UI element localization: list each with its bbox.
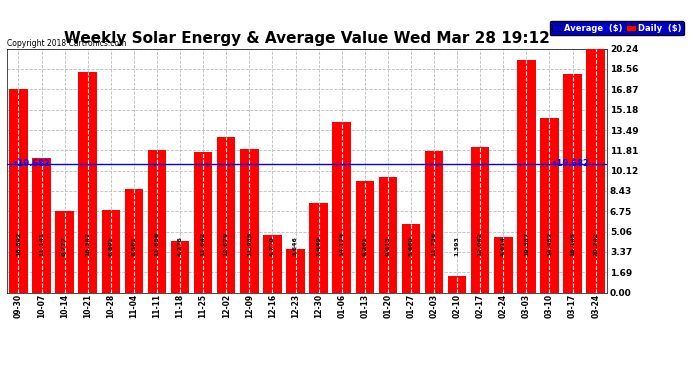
Text: 18.347: 18.347 — [85, 232, 90, 256]
Bar — [286, 249, 305, 292]
Bar — [448, 276, 466, 292]
Text: 11.736: 11.736 — [431, 232, 437, 256]
Text: 11.141: 11.141 — [39, 232, 44, 256]
Bar — [101, 210, 120, 292]
Bar — [263, 235, 282, 292]
Bar — [355, 181, 374, 292]
Text: 6.891: 6.891 — [108, 236, 113, 256]
Bar — [518, 60, 535, 292]
Text: 7.449: 7.449 — [316, 236, 321, 256]
Bar — [402, 224, 420, 292]
Text: 9.613: 9.613 — [385, 236, 391, 256]
Text: •10.682: •10.682 — [13, 159, 51, 168]
Text: 12.879: 12.879 — [224, 232, 229, 256]
Bar — [494, 237, 513, 292]
Text: 16.892: 16.892 — [16, 232, 21, 256]
Bar — [563, 74, 582, 292]
Text: 4.614: 4.614 — [501, 236, 506, 256]
Bar — [125, 189, 143, 292]
Text: 1.393: 1.393 — [455, 236, 460, 256]
Bar — [148, 150, 166, 292]
Text: 11.642: 11.642 — [201, 232, 206, 256]
Text: 4.770: 4.770 — [270, 236, 275, 256]
Text: 11.858: 11.858 — [155, 232, 159, 256]
Text: •10.682: •10.682 — [551, 159, 589, 168]
Bar — [309, 203, 328, 292]
Text: 20.242: 20.242 — [593, 232, 598, 256]
Text: 19.337: 19.337 — [524, 232, 529, 256]
Text: 11.938: 11.938 — [247, 232, 252, 256]
Bar — [32, 158, 51, 292]
Bar — [240, 149, 259, 292]
Text: 18.145: 18.145 — [570, 232, 575, 256]
Text: 14.174: 14.174 — [339, 232, 344, 256]
Text: 5.660: 5.660 — [408, 236, 413, 256]
Bar — [540, 118, 559, 292]
Bar — [194, 152, 213, 292]
Title: Weekly Solar Energy & Average Value Wed Mar 28 19:12: Weekly Solar Energy & Average Value Wed … — [64, 31, 550, 46]
Bar — [79, 72, 97, 292]
Bar — [379, 177, 397, 292]
Legend: Average  ($), Daily  ($): Average ($), Daily ($) — [549, 21, 684, 35]
Bar — [333, 122, 351, 292]
Text: 8.561: 8.561 — [131, 236, 137, 256]
Bar — [55, 211, 74, 292]
Bar — [217, 137, 235, 292]
Text: 9.261: 9.261 — [362, 236, 367, 256]
Bar — [425, 151, 443, 292]
Text: Copyright 2018 Cartronics.com: Copyright 2018 Cartronics.com — [7, 39, 126, 48]
Text: 3.646: 3.646 — [293, 236, 298, 256]
Bar — [471, 147, 489, 292]
Bar — [586, 49, 605, 292]
Text: 4.276: 4.276 — [177, 236, 183, 256]
Bar — [9, 89, 28, 292]
Text: 12.042: 12.042 — [477, 232, 483, 256]
Bar — [171, 241, 189, 292]
Text: 14.452: 14.452 — [547, 232, 552, 256]
Text: 6.777: 6.777 — [62, 236, 67, 256]
